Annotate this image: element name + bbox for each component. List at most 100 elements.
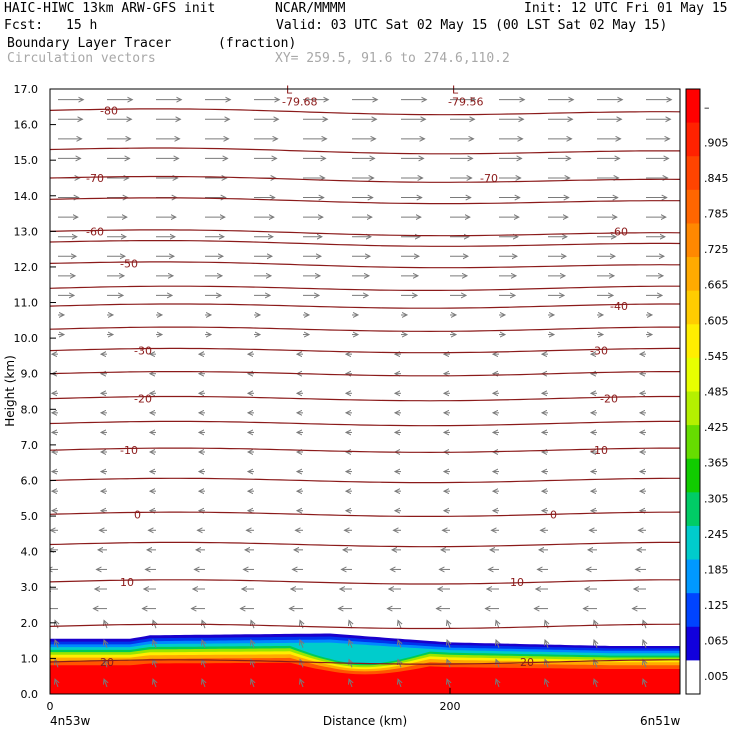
isotherm-line xyxy=(50,147,680,155)
y-tick-label: 8.0 xyxy=(21,403,39,416)
x-left-endpoint: 4n53w xyxy=(50,714,91,728)
circulation-vector xyxy=(545,640,548,648)
model-title: HAIC-HIWC 13km ARW-GFS init xyxy=(4,1,216,16)
circulation-vector xyxy=(55,620,58,629)
forecast-hour: 15 h xyxy=(66,18,98,33)
isotherm-line xyxy=(50,371,680,377)
isotherm-line xyxy=(50,420,680,427)
plot-frame xyxy=(49,88,681,695)
contour-labels: -80 -70 -70 -60 -60 -50 -40 -30 -30 -20 -20 -10 -10 0… xyxy=(86,84,628,669)
y-tick-label: 17.0 xyxy=(14,83,39,96)
temperature-contours xyxy=(50,108,680,665)
circulation-vector xyxy=(594,620,597,629)
colorbar-swatch xyxy=(686,89,700,124)
colorbar-label: .605 xyxy=(704,314,729,327)
y-tick-label: 0.0 xyxy=(21,688,39,701)
y-tick-label: 13.0 xyxy=(14,225,39,238)
isotherm-label: -50 xyxy=(120,257,138,270)
xy-coordinates: XY= 259.5, 91.6 to 274.6,110.2 xyxy=(275,51,510,66)
circulation-vector xyxy=(447,620,450,629)
colorbar-swatch xyxy=(686,257,700,292)
colorbar-label: .185 xyxy=(704,563,729,576)
isotherm-line xyxy=(50,511,680,517)
y-tick-label: 11.0 xyxy=(14,297,39,310)
isotherm-line xyxy=(50,659,680,665)
x-axis-label: Distance (km) xyxy=(323,714,407,728)
isotherm-line xyxy=(50,108,680,116)
tracer-band xyxy=(50,662,680,694)
circulation-vector xyxy=(202,679,205,688)
colorbar-label: .365 xyxy=(704,457,729,470)
field-name: Boundary Layer Tracer xyxy=(7,36,172,51)
isotherm-label: -40 xyxy=(610,300,628,313)
colorbar-label: .065 xyxy=(704,635,729,648)
isotherm-label: 0 xyxy=(550,508,557,521)
colorbar-swatch xyxy=(686,559,700,594)
colorbar-label: .425 xyxy=(704,421,729,434)
isotherm-line xyxy=(50,623,680,630)
circulation-vector xyxy=(104,620,107,629)
isotherm-label: -60 xyxy=(86,225,104,238)
isotherm-line xyxy=(50,197,680,205)
isotherm-line xyxy=(50,261,680,269)
circulation-vector xyxy=(104,640,107,648)
circulation-vector xyxy=(202,640,205,648)
isotherm-line xyxy=(50,477,680,484)
isotherm-line xyxy=(50,579,680,585)
isotherm-label: 20 xyxy=(100,656,114,669)
circulation-vectors xyxy=(50,100,671,688)
isotherm-line xyxy=(50,229,680,237)
colorbar-swatch xyxy=(686,324,700,359)
y-tick-label: 10.0 xyxy=(14,332,39,345)
circulation-vector xyxy=(300,620,303,629)
isotherm-label: -20 xyxy=(134,393,152,406)
colorbar-label: .785 xyxy=(704,208,729,221)
valid-time: Valid: 03 UTC Sat 02 May 15 (00 LST Sat … xyxy=(276,18,668,33)
circulation-vector xyxy=(251,640,254,648)
colorbar-swatch xyxy=(686,626,700,661)
colorbar-label: .125 xyxy=(704,599,729,612)
field-units: (fraction) xyxy=(218,36,297,51)
y-tick-label: 5.0 xyxy=(21,510,39,523)
y-tick-label: 7.0 xyxy=(21,439,39,452)
circulation-vector xyxy=(447,679,450,688)
y-tick-label: 3.0 xyxy=(21,581,39,594)
colorbar-swatch xyxy=(686,492,700,527)
isotherm-label: 20 xyxy=(520,656,534,669)
isotherm-line xyxy=(50,447,680,454)
x-right-endpoint: 6n51w xyxy=(640,714,681,728)
isotherm-label: 10 xyxy=(510,576,524,589)
x-tick-label: 0 xyxy=(47,700,54,713)
colorbar: – .905 .845 .785 .725 .665 .605 .545 .485 .425 .36… xyxy=(685,88,729,695)
isotherm-label: -10 xyxy=(120,444,138,457)
circulation-vector xyxy=(496,640,499,648)
forecast-label: Fcst: xyxy=(4,18,44,33)
colorbar-swatch xyxy=(686,156,700,191)
y-tick-label: 12.0 xyxy=(14,261,39,274)
isotherm-label: -80 xyxy=(100,104,118,117)
circulation-vector xyxy=(643,640,646,648)
circulation-vector xyxy=(545,660,548,668)
isotherm-line xyxy=(50,395,680,402)
circulation-vector xyxy=(594,640,597,648)
y-tick-label: 14.0 xyxy=(14,190,39,203)
colorbar-swatch xyxy=(686,458,700,493)
circulation-vector xyxy=(153,660,156,668)
circulation-vector xyxy=(55,640,58,648)
circulation-vector xyxy=(104,679,107,688)
circulation-vector xyxy=(496,620,499,629)
y-axis-label: Height (km) xyxy=(3,355,17,426)
minimum-symbol: L xyxy=(286,84,293,97)
circulation-vector xyxy=(349,620,352,629)
circulation-vector xyxy=(349,679,352,688)
isotherm-label: 0 xyxy=(134,508,141,521)
isotherm-label: -30 xyxy=(134,345,152,358)
isotherm-line xyxy=(50,175,680,183)
y-tick-label: 4.0 xyxy=(21,546,39,559)
isotherm-label: -20 xyxy=(600,393,618,406)
x-tick-label: 200 xyxy=(440,700,461,713)
isotherm-line xyxy=(50,240,680,247)
colorbar-swatch xyxy=(686,223,700,258)
minimum-value: -79.56 xyxy=(448,96,483,109)
isotherm-line xyxy=(50,285,680,291)
